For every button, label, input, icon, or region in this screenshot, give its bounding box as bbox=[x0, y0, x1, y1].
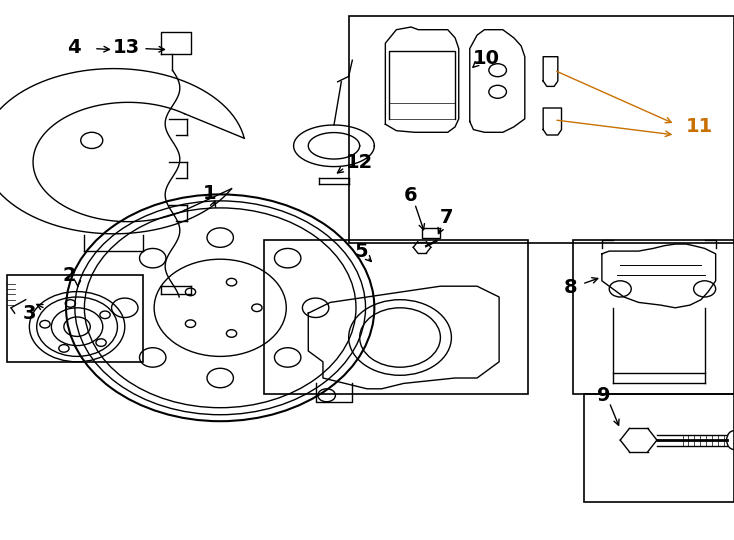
Bar bbox=[573, 240, 734, 394]
Text: 10: 10 bbox=[473, 49, 499, 68]
Text: 12: 12 bbox=[346, 152, 374, 172]
Text: 5: 5 bbox=[355, 241, 368, 261]
Text: 4: 4 bbox=[67, 38, 80, 57]
Bar bbox=[422, 228, 440, 238]
Text: 1: 1 bbox=[203, 184, 216, 203]
Text: 6: 6 bbox=[404, 186, 418, 205]
Bar bbox=[584, 394, 734, 502]
Text: 8: 8 bbox=[564, 278, 578, 297]
Text: 2: 2 bbox=[63, 266, 76, 285]
Text: 13: 13 bbox=[113, 38, 139, 57]
Text: 7: 7 bbox=[440, 207, 453, 227]
Bar bbox=[349, 16, 734, 243]
Bar bbox=[264, 240, 528, 394]
Text: 9: 9 bbox=[597, 386, 610, 405]
Text: 11: 11 bbox=[686, 117, 713, 137]
Text: 3: 3 bbox=[23, 303, 36, 323]
Bar bbox=[7, 275, 143, 362]
